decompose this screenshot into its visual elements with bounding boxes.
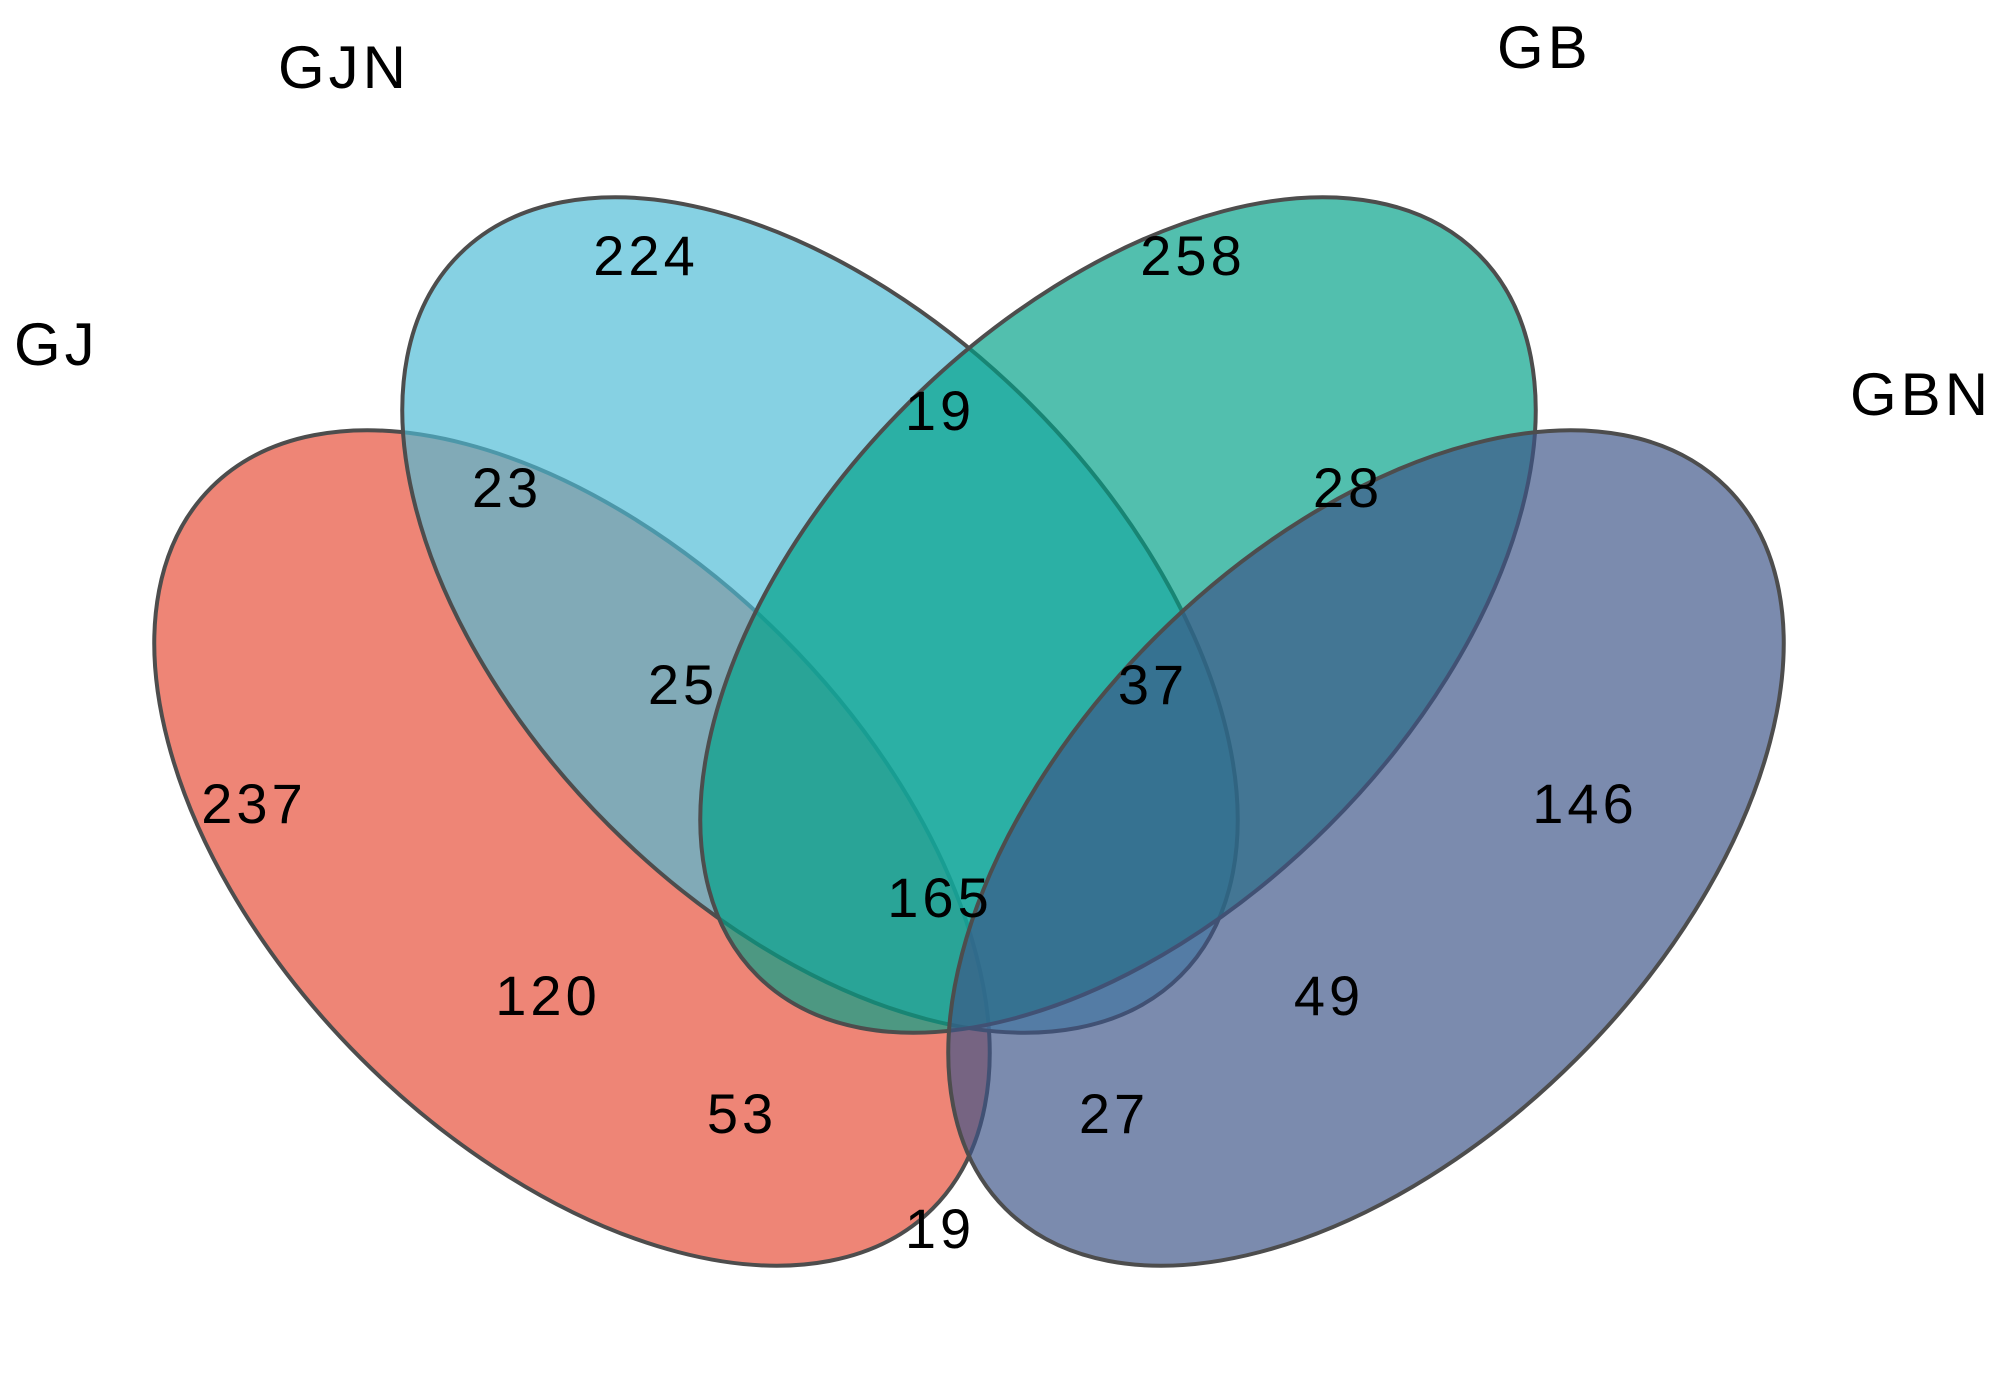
set-gjn-label: GJN — [278, 34, 410, 101]
region-gb-gbn: 28 — [1313, 456, 1383, 519]
set-gj-label: GJ — [14, 311, 99, 378]
region-gj-gb-gbn: 53 — [707, 1082, 777, 1145]
set-gbn-label: GBN — [1850, 361, 1992, 428]
region-gjn-gb: 19 — [905, 379, 975, 442]
region-gj-gb: 120 — [495, 964, 600, 1027]
region-gj-only: 237 — [201, 772, 306, 835]
region-all-four: 165 — [887, 866, 992, 929]
region-gjn-gb-gbn: 37 — [1118, 653, 1188, 716]
region-gj-gjn-gb: 25 — [648, 653, 718, 716]
region-gjn-gbn: 49 — [1294, 964, 1364, 1027]
region-gj-gjn: 23 — [472, 456, 542, 519]
set-gb-label: GB — [1497, 14, 1592, 81]
region-gj-gjn-gbn: 27 — [1079, 1082, 1149, 1145]
region-gbn-only: 146 — [1532, 772, 1637, 835]
region-gj-gbn: 19 — [905, 1197, 975, 1260]
region-gjn-only: 224 — [593, 224, 698, 287]
set-gbn-ellipse — [946, 428, 1786, 1268]
region-gb-only: 258 — [1140, 224, 1245, 287]
